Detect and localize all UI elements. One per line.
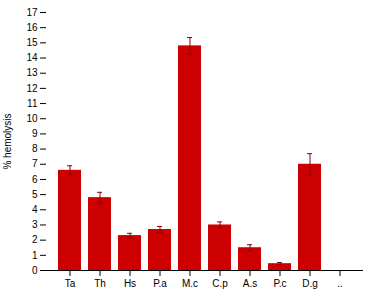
- svg-text:2: 2: [32, 234, 38, 245]
- svg-text:4: 4: [32, 204, 38, 215]
- svg-text:12: 12: [26, 83, 38, 94]
- svg-text:A.s: A.s: [243, 278, 257, 289]
- svg-text:14: 14: [26, 52, 38, 63]
- svg-text:Th: Th: [94, 278, 106, 289]
- svg-text:M.c: M.c: [182, 278, 198, 289]
- svg-text:3: 3: [32, 219, 38, 230]
- svg-text:15: 15: [26, 37, 38, 48]
- svg-text:5: 5: [32, 189, 38, 200]
- svg-text:6: 6: [32, 174, 38, 185]
- svg-text:16: 16: [26, 22, 38, 33]
- svg-text:Ta: Ta: [65, 278, 76, 289]
- svg-text:1: 1: [32, 250, 38, 261]
- svg-text:P.c: P.c: [273, 278, 286, 289]
- svg-text:P.a: P.a: [153, 278, 167, 289]
- svg-text:10: 10: [26, 113, 38, 124]
- svg-text:11: 11: [27, 98, 38, 109]
- svg-text:13: 13: [26, 67, 38, 78]
- svg-text:9: 9: [32, 128, 38, 139]
- svg-text:7: 7: [32, 158, 38, 169]
- svg-text:D.g: D.g: [302, 278, 318, 289]
- svg-text:17: 17: [26, 7, 38, 18]
- svg-text:8: 8: [32, 143, 38, 154]
- svg-text:Hs: Hs: [124, 278, 136, 289]
- svg-text:C.p: C.p: [212, 278, 228, 289]
- svg-text:0: 0: [32, 265, 38, 276]
- svg-text:% hemolysis: % hemolysis: [2, 113, 13, 169]
- svg-text:..: ..: [337, 278, 343, 289]
